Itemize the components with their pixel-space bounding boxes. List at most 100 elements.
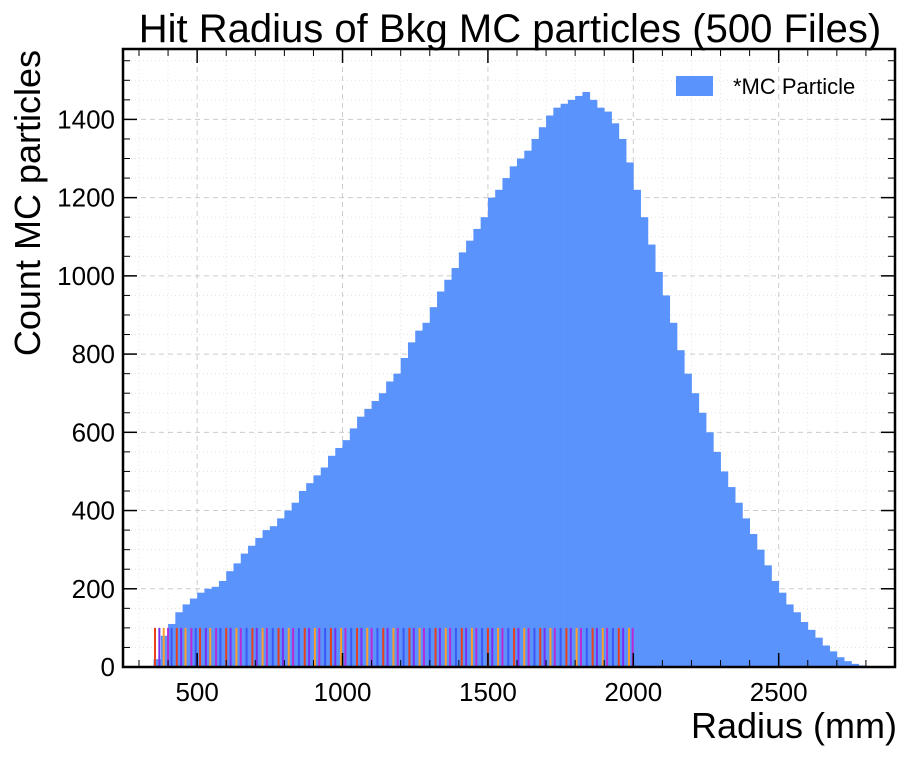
histogram-bar bbox=[720, 471, 729, 667]
histogram-bar bbox=[567, 99, 576, 668]
histogram-bar bbox=[175, 612, 184, 667]
y-tick-label: 0 bbox=[101, 652, 115, 682]
marker-lines-layer bbox=[153, 627, 634, 667]
histogram-bar bbox=[684, 373, 692, 667]
legend: *MC Particle bbox=[676, 74, 855, 99]
histogram-bar bbox=[727, 487, 736, 667]
histogram-bar bbox=[342, 440, 351, 667]
histogram-bar bbox=[349, 428, 358, 667]
histogram-bar bbox=[480, 217, 489, 667]
histogram-bar bbox=[633, 189, 641, 667]
histogram-bar bbox=[647, 244, 656, 667]
histogram-bar bbox=[640, 217, 649, 667]
histogram-bar bbox=[509, 166, 518, 667]
histogram-bar bbox=[596, 107, 605, 667]
histogram-bar bbox=[676, 350, 685, 667]
histogram-bar bbox=[269, 526, 278, 667]
histogram-bar bbox=[502, 178, 511, 668]
x-axis-label: Radius (mm) bbox=[691, 705, 897, 746]
histogram-bar bbox=[691, 393, 700, 667]
histogram-bar bbox=[655, 271, 663, 667]
histogram-bar bbox=[800, 622, 809, 667]
histogram-bar bbox=[546, 115, 554, 668]
histogram-bar bbox=[364, 408, 373, 667]
y-tick-label: 800 bbox=[72, 339, 115, 369]
histogram-bar bbox=[851, 663, 860, 667]
histogram-bar bbox=[277, 518, 285, 667]
histogram-bar bbox=[211, 586, 220, 667]
histogram-bar bbox=[429, 307, 438, 667]
histogram-bar bbox=[466, 240, 474, 667]
y-tick-label: 1000 bbox=[57, 261, 115, 291]
histogram-bar bbox=[487, 197, 496, 667]
histogram-bar bbox=[829, 651, 838, 667]
x-tick-label: 500 bbox=[175, 677, 218, 707]
histogram-bar bbox=[248, 545, 256, 667]
histogram-bar bbox=[437, 291, 445, 667]
histogram-bar bbox=[291, 502, 300, 667]
axes-frame bbox=[121, 47, 897, 669]
histogram-bar bbox=[371, 401, 380, 667]
histogram-bar bbox=[669, 322, 678, 667]
histogram-bar bbox=[713, 451, 721, 667]
bars-layer bbox=[153, 92, 867, 668]
histogram-bar bbox=[473, 228, 482, 667]
histogram-bar bbox=[764, 565, 772, 667]
histogram-bar bbox=[698, 412, 707, 667]
legend-label: *MC Particle bbox=[733, 74, 855, 99]
histogram-bar bbox=[604, 111, 612, 667]
x-tick-label: 1000 bbox=[314, 677, 372, 707]
histogram-bar bbox=[262, 530, 271, 667]
y-tick-label: 1400 bbox=[57, 104, 115, 134]
histogram-bar bbox=[749, 534, 758, 667]
histogram-bar bbox=[705, 432, 714, 667]
histogram-bar bbox=[327, 455, 336, 667]
histogram-bar bbox=[538, 127, 547, 668]
histogram-bar bbox=[378, 393, 387, 667]
histogram-bar bbox=[415, 330, 423, 667]
x-tick-label: 2500 bbox=[750, 677, 808, 707]
histogram-bar bbox=[815, 637, 823, 667]
histogram-bar bbox=[553, 107, 562, 667]
histogram-bar bbox=[589, 99, 598, 668]
histogram-bar bbox=[662, 295, 671, 667]
legend-swatch bbox=[676, 76, 713, 96]
histogram-bar bbox=[393, 373, 402, 667]
histogram-bar bbox=[240, 553, 249, 667]
histogram-bar bbox=[575, 95, 583, 667]
histogram-bar bbox=[407, 342, 416, 667]
histogram-bar bbox=[778, 592, 787, 667]
histogram-bar bbox=[284, 510, 293, 667]
histogram-bar bbox=[531, 138, 540, 667]
histogram-bar bbox=[807, 629, 816, 667]
histogram-bar bbox=[233, 563, 242, 667]
histogram-bar bbox=[785, 604, 794, 667]
y-tick-label: 1200 bbox=[57, 183, 115, 213]
histogram-bar bbox=[524, 150, 532, 668]
histogram-bar bbox=[306, 483, 314, 667]
histogram-bar bbox=[582, 92, 591, 667]
y-axis-label: Count MC particles bbox=[7, 50, 48, 356]
histogram-bar bbox=[495, 189, 503, 667]
histogram-bar bbox=[822, 645, 830, 667]
grid-layer bbox=[123, 49, 896, 667]
histogram-bar bbox=[756, 549, 765, 667]
histogram-bar bbox=[320, 467, 329, 667]
y-tick-label: 600 bbox=[72, 417, 115, 447]
chart-title: Hit Radius of Bkg MC particles (500 File… bbox=[139, 7, 881, 51]
histogram-bar bbox=[735, 502, 743, 667]
histogram-bar bbox=[611, 123, 620, 667]
histogram-bar bbox=[386, 381, 394, 667]
histogram-bar bbox=[422, 322, 431, 667]
histogram-bar bbox=[189, 598, 198, 667]
histogram-bar bbox=[255, 537, 263, 667]
histogram-bar bbox=[458, 252, 467, 668]
histogram-bar bbox=[626, 162, 634, 668]
histogram-bar bbox=[451, 268, 460, 667]
x-tick-label: 1500 bbox=[459, 677, 517, 707]
histogram-bar bbox=[335, 447, 343, 667]
histogram-bar bbox=[400, 358, 409, 667]
histogram-bar bbox=[742, 518, 751, 667]
